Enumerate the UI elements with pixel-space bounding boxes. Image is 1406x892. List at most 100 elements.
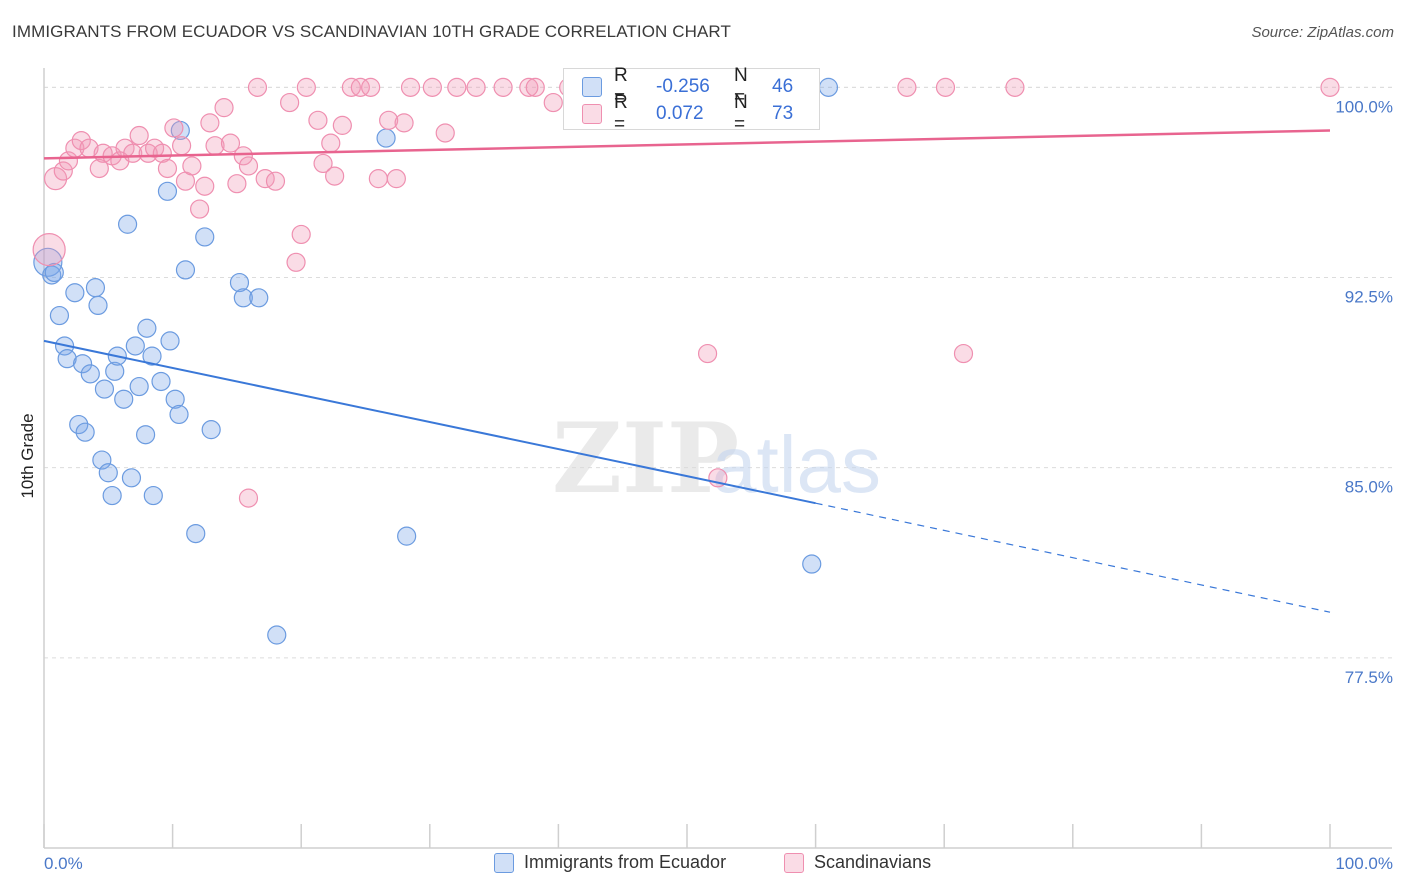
data-point-scandinavians — [350, 77, 370, 97]
r-value: -0.256 — [656, 76, 710, 97]
data-point-scandinavians — [697, 343, 718, 364]
data-point-ecuador — [186, 523, 206, 544]
n-label: N = — [734, 92, 748, 135]
n-label: N = — [734, 65, 748, 108]
data-point-scandinavians — [152, 143, 172, 163]
correlation-legend: R = -0.256 N = 46 R = 0.072 N = 73 — [563, 65, 820, 135]
data-point-scandinavians — [379, 110, 399, 130]
data-point-scandinavians — [129, 125, 149, 146]
data-point-ecuador — [117, 214, 138, 234]
data-point-scandinavians — [190, 199, 210, 219]
data-point-ecuador — [233, 288, 253, 308]
data-point-ecuador — [802, 554, 822, 574]
x-tick-labels: 0.0% 100.0% — [44, 854, 1393, 873]
legend-swatch-scandinavians — [784, 852, 804, 873]
legend-label-scandinavians: Scandinavians — [814, 852, 932, 872]
data-point-scandinavians — [89, 158, 109, 179]
data-point-ecuador — [818, 77, 839, 97]
data-point-scandinavians — [296, 77, 316, 97]
data-point-scandinavians — [308, 110, 328, 130]
data-point-scandinavians — [123, 143, 143, 163]
data-point-scandinavians — [265, 171, 286, 191]
data-point-scandinavians — [447, 77, 467, 97]
legend-swatch-ecuador — [494, 852, 514, 873]
data-point-ecuador — [229, 272, 250, 293]
x-tick-label-min: 0.0% — [44, 854, 83, 873]
data-point-ecuador — [85, 278, 106, 298]
data-point-scandinavians — [1320, 77, 1340, 97]
data-point-ecuador — [267, 625, 287, 645]
data-point-ecuador — [105, 361, 125, 381]
data-point-scandinavians — [172, 136, 192, 156]
y-tick-labels: 77.5% 85.0% 92.5% 100.0% — [1335, 97, 1393, 686]
data-point-scandinavians — [386, 169, 406, 189]
axes — [43, 68, 1392, 849]
data-point-scandinavians — [525, 77, 545, 97]
data-point-ecuador — [121, 468, 142, 488]
data-point-ecuador — [102, 485, 122, 506]
data-point-scandinavians — [953, 343, 974, 364]
data-point-scandinavians — [58, 151, 79, 171]
data-point-scandinavians — [361, 77, 381, 97]
data-point-scandinavians — [325, 166, 345, 186]
data-point-scandinavians — [543, 92, 563, 113]
data-point-ecuador — [169, 404, 189, 425]
watermark-zip: ZIP — [552, 402, 739, 515]
data-point-ecuador — [397, 526, 417, 546]
data-point-scandinavians — [291, 224, 311, 245]
data-point-scandinavians — [466, 77, 486, 97]
data-point-scandinavians — [897, 77, 917, 97]
source-label: Source: ZipAtlas.com — [1251, 24, 1394, 41]
data-point-scandinavians — [435, 123, 455, 143]
n-value: 73 — [772, 103, 794, 124]
data-point-scandinavians — [195, 176, 215, 196]
n-value: 46 — [772, 76, 794, 97]
data-point-ecuador — [98, 463, 118, 483]
watermark: ZIP atlas — [552, 402, 881, 515]
data-point-ecuador — [137, 318, 157, 338]
r-label: R = — [614, 92, 628, 135]
r-label: R = — [614, 65, 628, 108]
y-tick-label: 100.0% — [1335, 97, 1393, 116]
data-point-ecuador — [151, 371, 171, 392]
data-point-ecuador — [135, 425, 156, 445]
data-point-scandinavians — [422, 77, 442, 97]
data-point-scandinavians — [157, 158, 178, 179]
data-point-ecuador — [165, 389, 185, 409]
data-point-ecuador — [142, 346, 162, 366]
data-point-scandinavians — [313, 153, 333, 174]
data-point-ecuador — [69, 414, 89, 435]
series-ecuador-points — [33, 77, 839, 645]
data-point-scandinavians — [71, 131, 91, 151]
data-point-ecuador — [157, 181, 178, 201]
data-point-scandinavians — [32, 233, 66, 267]
r-value: 0.072 — [656, 103, 704, 124]
x-tick-label-max: 100.0% — [1335, 854, 1393, 873]
data-point-ecuador — [201, 420, 221, 440]
data-point-scandinavians — [280, 92, 300, 113]
trend-line-ecuador — [43, 339, 816, 505]
legend-swatch-scandinavians — [582, 104, 602, 124]
data-point-ecuador — [75, 422, 95, 442]
data-point-scandinavians — [138, 143, 158, 163]
watermark-atlas: atlas — [712, 420, 881, 509]
data-point-ecuador — [49, 305, 70, 326]
legend-label-ecuador: Immigrants from Ecuador — [524, 852, 727, 872]
chart-title: IMMIGRANTS FROM ECUADOR VS SCANDINAVIAN … — [12, 22, 731, 41]
legend-item-ecuador[interactable]: Immigrants from Ecuador — [494, 852, 726, 873]
data-point-ecuador — [129, 376, 149, 397]
data-point-ecuador — [160, 331, 180, 351]
data-point-scandinavians — [238, 488, 259, 508]
y-axis-label: 10th Grade — [18, 413, 37, 498]
data-point-ecuador — [114, 389, 134, 409]
data-point-scandinavians — [321, 133, 341, 153]
data-point-scandinavians — [286, 252, 306, 272]
data-point-scandinavians — [368, 169, 388, 189]
data-point-scandinavians — [182, 156, 202, 176]
legend-item-scandinavians[interactable]: Scandinavians — [784, 852, 931, 873]
data-point-ecuador — [88, 295, 108, 316]
data-point-scandinavians — [214, 98, 234, 118]
data-point-ecuador — [175, 260, 196, 280]
data-point-scandinavians — [238, 156, 259, 176]
data-point-scandinavians — [519, 77, 539, 97]
